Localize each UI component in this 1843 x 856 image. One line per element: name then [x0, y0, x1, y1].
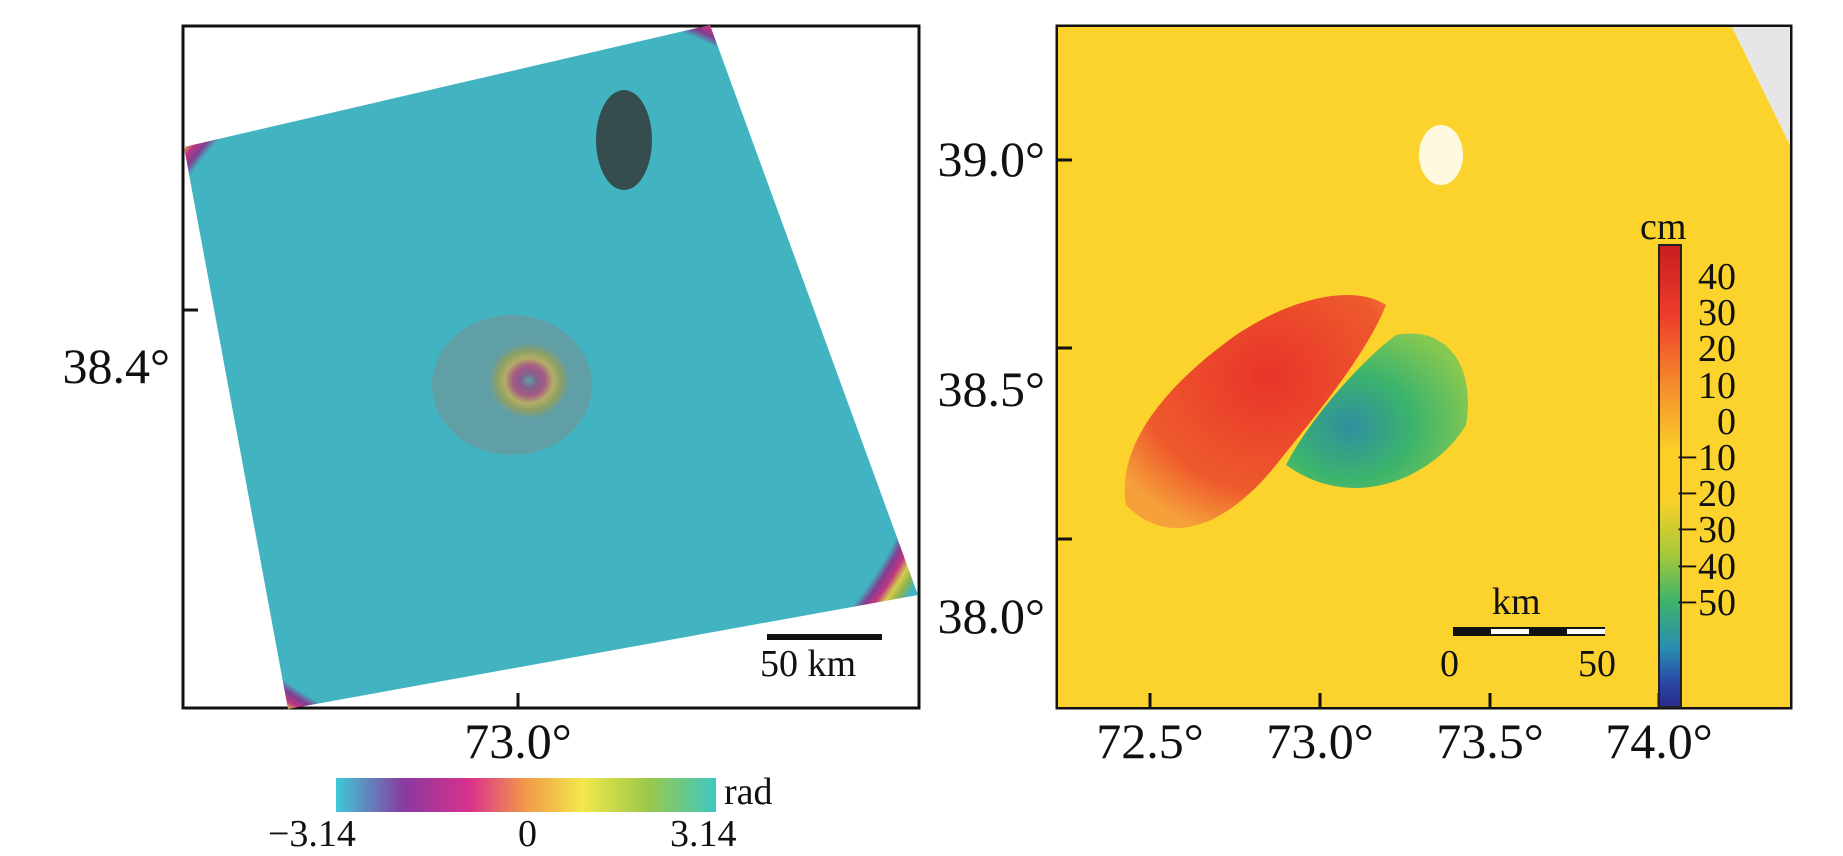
- km-scale-unit: km: [1492, 581, 1541, 623]
- displacement-tick-label: 20: [1698, 328, 1736, 371]
- right-y-tick-label-39.0: 39.0°: [937, 131, 1046, 187]
- decorrelated-center: [432, 315, 592, 455]
- phase-colorbar: [336, 778, 716, 812]
- km-scale-tick-0: 0: [1440, 643, 1459, 685]
- left-x-tick-label: 73.0°: [464, 713, 572, 769]
- subsidence-lobe: [1286, 333, 1468, 488]
- left-scale-bar-label: 50 km: [760, 643, 857, 685]
- displacement-tick-label: −30: [1676, 509, 1736, 552]
- right-x-tick-label-73.5: 73.5°: [1436, 713, 1544, 769]
- displacement-tick-label: −50: [1676, 581, 1736, 624]
- km-scale-bar-segment: [1491, 629, 1529, 634]
- right-y-tick-label-38.0: 38.0°: [937, 588, 1046, 644]
- displacement-tick-label: −10: [1676, 437, 1736, 479]
- right-x-tick-label-72.5: 72.5°: [1096, 713, 1204, 769]
- phase-tick-zero: 0: [518, 813, 537, 855]
- right-x-tick-label-73.0: 73.0°: [1266, 713, 1374, 769]
- phase-tick-min: −3.14: [268, 813, 356, 855]
- displacement-tick-label: −40: [1676, 545, 1736, 588]
- displacement-tick-label: 10: [1698, 364, 1736, 407]
- right-displacement-map: [1055, 24, 1793, 710]
- displacement-colorbar-unit: cm: [1640, 206, 1687, 248]
- km-scale-bar-segment: [1567, 629, 1605, 634]
- right-x-tick-label-74.0: 74.0°: [1605, 713, 1713, 769]
- displacement-tick-label: 0: [1717, 400, 1736, 443]
- displacement-tick-label: 30: [1698, 292, 1736, 335]
- left-interferogram-map: [181, 24, 921, 710]
- interferogram-swath: [184, 25, 918, 709]
- phase-colorbar-gradient: [336, 778, 716, 812]
- displacement-colorbar: [1658, 244, 1682, 708]
- decorrelated-patch: [1419, 125, 1463, 185]
- phase-colorbar-unit: rad: [724, 771, 773, 813]
- km-scale-tick-50: 50: [1578, 643, 1616, 685]
- right-y-tick-label-38.5: 38.5°: [937, 361, 1046, 417]
- relief-strip: [1732, 27, 1790, 145]
- left-y-tick-label: 38.4°: [62, 338, 171, 394]
- displacement-tick-label: −20: [1676, 473, 1736, 516]
- dark-lake-area: [596, 90, 652, 190]
- phase-tick-max: 3.14: [670, 813, 737, 855]
- displacement-tick-label: 40: [1698, 256, 1736, 298]
- uplift-lobe: [1124, 295, 1386, 528]
- swath-shading: [184, 25, 918, 709]
